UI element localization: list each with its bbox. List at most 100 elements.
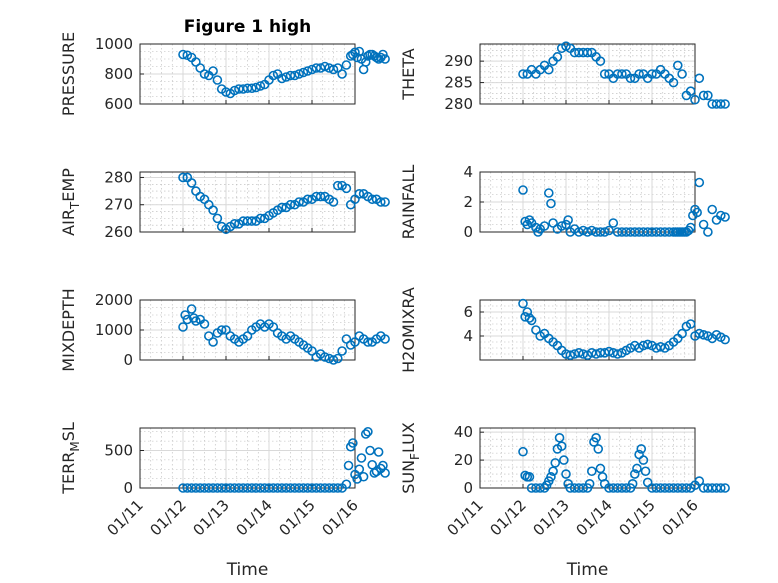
data-point: [380, 54, 390, 64]
data-point: [595, 463, 606, 474]
y-axis-label: MIXDEPTH: [59, 288, 78, 371]
data-point: [302, 194, 313, 205]
data-point: [608, 218, 619, 228]
data-point: [546, 198, 556, 209]
data-point: [520, 470, 530, 481]
data-point: [582, 47, 593, 58]
y-tick-label: 0: [463, 223, 473, 241]
data-point: [251, 82, 261, 93]
data-point: [311, 63, 322, 73]
x-axis-label: Time: [226, 560, 269, 580]
data-point: [380, 468, 390, 478]
data-point: [578, 483, 589, 493]
x-tick-label: 01/15: [276, 496, 319, 539]
data-point: [354, 464, 365, 475]
data-point: [524, 472, 535, 482]
axes-frame: [479, 43, 696, 105]
data-point: [328, 355, 339, 365]
axes-frame: [139, 171, 356, 233]
x-tick-label: 01/12: [147, 496, 190, 539]
data-point: [559, 455, 569, 465]
data-point: [365, 445, 375, 456]
data-point: [556, 441, 567, 451]
data-point: [642, 339, 653, 350]
data-point: [694, 177, 705, 188]
y-tick-label: 4: [463, 327, 473, 345]
data-point: [561, 469, 571, 479]
data-point: [363, 337, 373, 347]
x-tick-label: 01/11: [104, 496, 147, 539]
data-point: [285, 70, 296, 81]
data-point: [354, 189, 365, 199]
data-point: [320, 352, 330, 362]
data-point: [586, 466, 597, 477]
y-tick-label: 280: [444, 95, 473, 113]
data-point: [332, 483, 343, 493]
data-point: [694, 328, 705, 339]
data-point: [593, 444, 604, 454]
data-point: [212, 75, 223, 85]
data-point: [546, 472, 556, 482]
data-point: [524, 313, 535, 323]
data-point: [191, 316, 201, 326]
data-point: [612, 349, 623, 359]
data-point: [698, 219, 709, 230]
data-point: [341, 183, 352, 194]
data-point: [320, 61, 330, 72]
data-point: [360, 57, 371, 67]
data-point: [715, 483, 726, 493]
data-point: [518, 446, 528, 457]
data-point: [599, 227, 610, 237]
data-point: [518, 298, 528, 309]
data-point: [208, 205, 218, 215]
data-point: [720, 212, 730, 222]
data-point: [715, 210, 726, 221]
data-point: [672, 60, 683, 71]
y-axis-label: H2OMIXRA: [399, 287, 418, 373]
subplot-rainfall: 0 2 4: [463, 163, 730, 241]
subplot-sun-flux: 0 20 40 01/11 01/12 01/13 01/14 01/15 01/16 Time: [444, 423, 730, 580]
data-point: [328, 64, 339, 75]
y-tick-label: 40: [454, 423, 473, 441]
data-point: [548, 466, 558, 477]
y-tick-label: 2: [463, 193, 473, 211]
x-tick-label: 01/13: [530, 496, 573, 539]
data-point: [720, 483, 730, 493]
data-point: [302, 66, 313, 76]
subplot-h2omixra: 46: [463, 298, 730, 361]
data-point: [212, 213, 223, 224]
data-point: [694, 73, 705, 84]
data-point: [690, 94, 700, 105]
data-point: [307, 64, 317, 75]
data-point: [216, 325, 227, 335]
data-point: [352, 52, 362, 63]
data-point: [703, 90, 713, 101]
subplot-pressure: 600 800 1000 Figure 1 high: [95, 17, 390, 113]
data-point: [348, 438, 358, 448]
data-point: [247, 216, 257, 226]
data-point: [604, 225, 614, 236]
x-tick-label: 01/12: [487, 496, 530, 539]
data-point: [186, 304, 197, 314]
data-point: [208, 337, 218, 347]
y-tick-label: 280: [104, 168, 133, 186]
x-tick-label: 01/16: [319, 496, 362, 539]
data-point: [373, 447, 384, 457]
data-point: [617, 69, 627, 79]
data-point: [526, 315, 537, 326]
data-point: [698, 329, 709, 340]
data-point: [707, 204, 718, 215]
data-point: [328, 197, 339, 207]
x-tick-label: 01/14: [233, 496, 276, 539]
data-point: [332, 180, 343, 191]
y-tick-label: 4: [463, 163, 473, 181]
data-point: [199, 69, 210, 79]
data-point: [315, 191, 326, 202]
data-point: [685, 319, 696, 329]
data-point: [677, 69, 687, 79]
subplot-terr-msl: 0 500 01/11 01/12 01/13 01/14 01/15 01/16 Time: [104, 426, 390, 580]
x-tick-label: 01/13: [190, 496, 233, 539]
data-point: [574, 347, 584, 358]
axes-box: [479, 427, 696, 489]
data-point: [720, 334, 730, 345]
